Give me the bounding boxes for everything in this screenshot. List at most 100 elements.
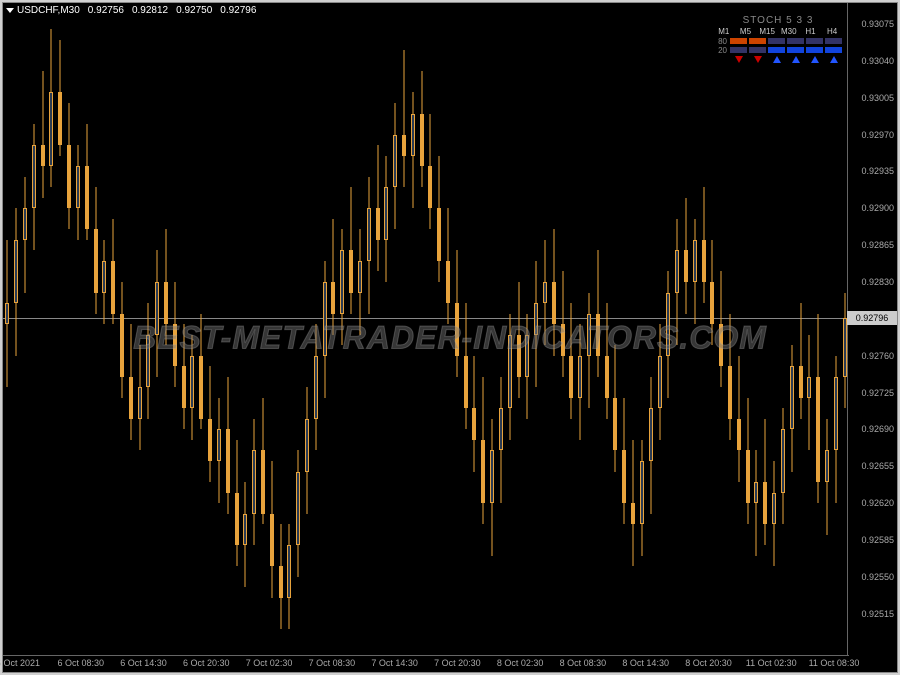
- stoch-cell: [806, 47, 823, 53]
- candle-body: [199, 356, 203, 419]
- x-tick-label: 8 Oct 20:30: [685, 658, 732, 668]
- arrow-up-icon: [773, 56, 781, 63]
- stoch-level-20-row: 20: [713, 46, 843, 54]
- stoch-timeframe-label: M5: [735, 27, 755, 36]
- x-tick-label: 6 Oct 2021: [0, 658, 40, 668]
- stoch-timeframe-label: M1: [714, 27, 734, 36]
- candle-body: [675, 250, 679, 292]
- x-tick-label: 11 Oct 08:30: [809, 658, 860, 668]
- y-tick-label: 0.92620: [861, 498, 894, 508]
- x-axis: 6 Oct 20216 Oct 08:306 Oct 14:306 Oct 20…: [3, 655, 849, 672]
- y-tick-label: 0.92690: [861, 424, 894, 434]
- candle-body: [23, 208, 27, 240]
- chart-window: USDCHF,M30 0.92756 0.92812 0.92750 0.927…: [2, 2, 898, 673]
- stoch-cell: [730, 47, 747, 53]
- candle-wick: [800, 303, 801, 419]
- candle-body: [270, 514, 274, 567]
- candle-body: [85, 166, 89, 229]
- candle-body: [640, 461, 644, 524]
- x-tick-label: 7 Oct 08:30: [309, 658, 356, 668]
- candle-body: [578, 356, 582, 398]
- candle-body: [58, 92, 62, 145]
- candle-body: [32, 145, 36, 208]
- candle-body: [252, 450, 256, 513]
- candle-body: [49, 92, 53, 166]
- candle-body: [76, 166, 80, 208]
- y-tick-label: 0.92585: [861, 535, 894, 545]
- candle-body: [287, 545, 291, 598]
- arrow-down-icon: [754, 56, 762, 63]
- x-tick-label: 6 Oct 14:30: [120, 658, 167, 668]
- candle-body: [14, 240, 18, 303]
- y-tick-label: 0.93005: [861, 93, 894, 103]
- candle-body: [710, 282, 714, 324]
- y-tick-label: 0.92655: [861, 461, 894, 471]
- candle-body: [235, 493, 239, 546]
- candle-body: [728, 366, 732, 419]
- y-tick-label: 0.93075: [861, 19, 894, 29]
- y-tick-label: 0.92900: [861, 203, 894, 213]
- candle-body: [613, 398, 617, 451]
- y-axis: 0.925150.925500.925850.926200.926550.926…: [847, 3, 897, 657]
- candle-body: [816, 377, 820, 482]
- candle-body: [481, 440, 485, 503]
- stoch-indicator-panel: STOCH 5 3 3 M1M5M15M30H1H4 80 20: [713, 15, 843, 63]
- x-tick-label: 6 Oct 20:30: [183, 658, 230, 668]
- ohlc-o: 0.92756: [88, 5, 124, 16]
- candle-body: [305, 419, 309, 472]
- x-tick-label: 7 Oct 14:30: [371, 658, 418, 668]
- candle-body: [605, 356, 609, 398]
- x-tick-label: 8 Oct 14:30: [622, 658, 669, 668]
- candle-body: [649, 408, 653, 461]
- candle-body: [41, 145, 45, 166]
- candle-body: [102, 261, 106, 293]
- y-tick-label: 0.92515: [861, 609, 894, 619]
- candle-body: [464, 356, 468, 409]
- candle-body: [490, 450, 494, 503]
- chart-header: USDCHF,M30 0.92756 0.92812 0.92750 0.927…: [3, 3, 264, 17]
- candle-body: [693, 240, 697, 282]
- x-tick-label: 8 Oct 08:30: [560, 658, 607, 668]
- candle-body: [261, 450, 265, 513]
- candle-body: [472, 408, 476, 440]
- y-tick-label: 0.92935: [861, 166, 894, 176]
- y-tick-label: 0.92865: [861, 240, 894, 250]
- candle-body: [331, 282, 335, 314]
- stoch-arrow-row: [713, 56, 843, 63]
- chevron-down-icon[interactable]: [6, 8, 14, 13]
- candle-body: [631, 503, 635, 524]
- x-tick-label: 7 Oct 02:30: [246, 658, 293, 668]
- arrow-up-icon: [830, 56, 838, 63]
- stoch-cell: [787, 47, 804, 53]
- candle-body: [138, 387, 142, 419]
- arrow-up-icon: [792, 56, 800, 63]
- candle-body: [790, 366, 794, 429]
- current-price-tag: 0.92796: [847, 311, 897, 325]
- candle-wick: [756, 450, 757, 555]
- y-tick-label: 0.92760: [861, 351, 894, 361]
- candle-body: [420, 114, 424, 167]
- candle-body: [367, 208, 371, 261]
- candle-body: [217, 429, 221, 461]
- candle-body: [402, 135, 406, 156]
- candle-wick: [333, 219, 334, 335]
- candle-body: [499, 408, 503, 450]
- symbol-label: USDCHF,M30: [17, 5, 80, 16]
- candle-body: [746, 450, 750, 503]
- candle-body: [349, 250, 353, 292]
- stoch-level-80-row: 80: [713, 37, 843, 45]
- candle-body: [807, 377, 811, 398]
- candle-body: [781, 429, 785, 492]
- candle-body: [393, 135, 397, 188]
- stoch-title: STOCH 5 3 3: [713, 15, 843, 26]
- candle-body: [437, 208, 441, 261]
- stoch-level-20: 20: [713, 46, 727, 55]
- candle-body: [164, 282, 168, 324]
- stoch-timeframe-label: M15: [757, 27, 777, 36]
- candle-body: [340, 250, 344, 313]
- stoch-cell: [825, 47, 842, 53]
- stoch-cell: [730, 38, 747, 44]
- candle-body: [684, 250, 688, 282]
- y-tick-label: 0.93040: [861, 56, 894, 66]
- x-tick-label: 8 Oct 02:30: [497, 658, 544, 668]
